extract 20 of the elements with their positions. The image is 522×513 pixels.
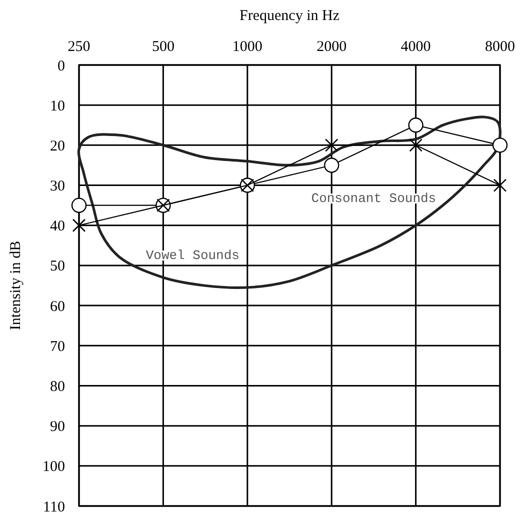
y-tick-label: 0 xyxy=(58,58,65,74)
y-tick-label: 90 xyxy=(50,419,65,436)
y-tick-label: 80 xyxy=(50,378,65,395)
y-tick-label: 50 xyxy=(50,258,65,275)
x-tick-label: 2000 xyxy=(316,39,347,55)
y-tick-label: 100 xyxy=(42,459,65,476)
y-tick-label: 60 xyxy=(50,298,65,315)
y-tick-label: 10 xyxy=(50,98,65,114)
x-tick-label: 8000 xyxy=(485,39,515,55)
y-tick-label: 70 xyxy=(50,338,65,355)
x-axis-title: Frequency in Hz xyxy=(240,8,340,24)
x-tick-label: 1000 xyxy=(232,39,262,55)
y-tick-label: 20 xyxy=(50,138,65,154)
x-tick-label: 250 xyxy=(68,39,90,55)
x-tick-label: 4000 xyxy=(400,39,431,55)
y-tick-label: 40 xyxy=(50,218,65,235)
y-tick-label: 110 xyxy=(43,499,65,513)
y-tick-label: 30 xyxy=(50,178,65,195)
y-axis-title: Intensity in dB xyxy=(8,240,24,330)
x-tick-label: 500 xyxy=(152,39,174,55)
